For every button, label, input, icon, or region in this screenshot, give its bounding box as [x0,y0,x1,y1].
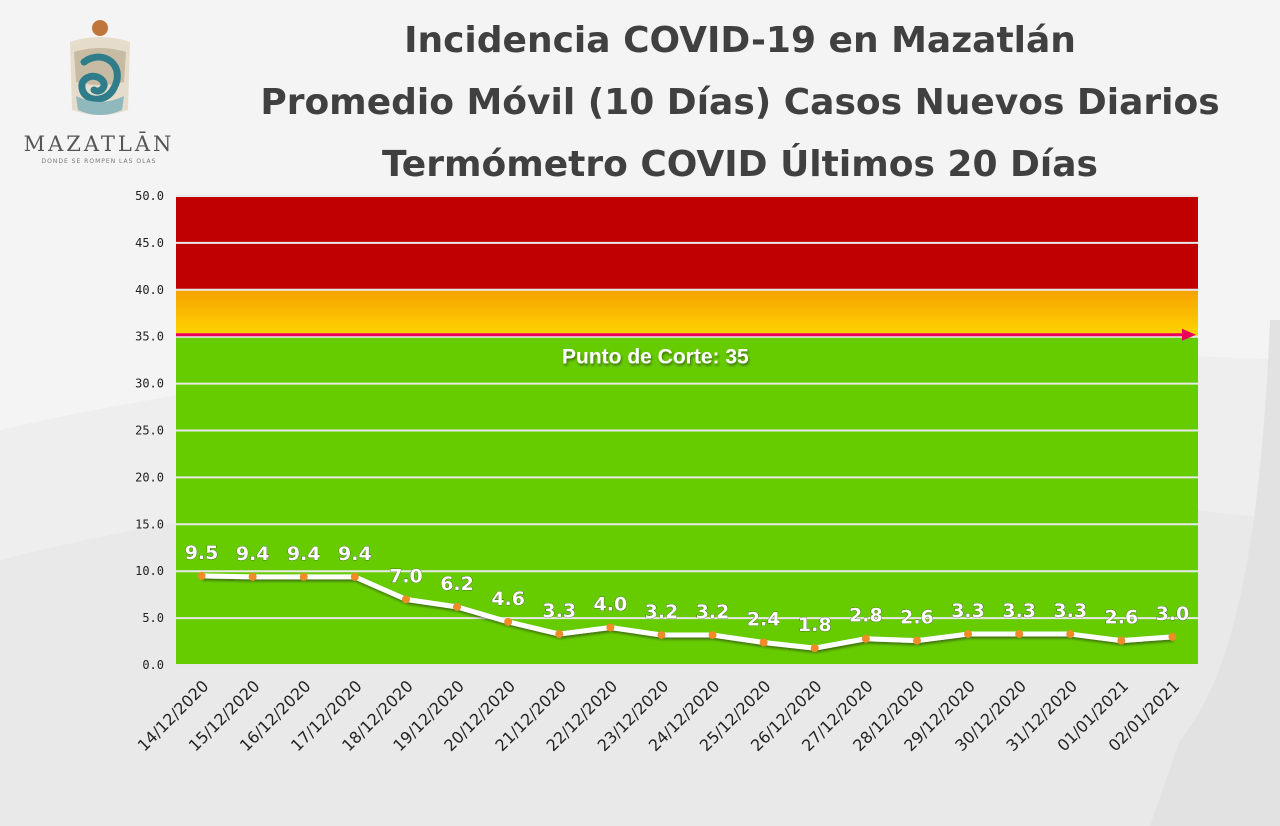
data-label: 3.3 [1002,600,1036,622]
y-tick-label: 15.0 [135,517,164,531]
title-line-2: Promedio Móvil (10 Días) Casos Nuevos Di… [260,82,1220,123]
chart-title: Incidencia COVID-19 en Mazatlán Promedio… [200,10,1280,196]
data-label: 2.6 [900,607,934,629]
band-1 [176,289,1198,337]
data-point [453,602,462,611]
series-line-path [201,573,1173,651]
data-label: 2.4 [747,608,781,630]
title-line-1: Incidencia COVID-19 en Mazatlán [404,20,1076,61]
y-tick-label: 25.0 [135,424,164,438]
y-tick-label: 40.0 [135,283,164,297]
data-point [657,630,666,639]
band-0 [176,336,1198,665]
data-point [1168,632,1177,641]
mazatlan-logo: MAZATLĀN DONDE SE ROMPEN LAS OLAS [14,12,184,172]
cutoff-arrow-icon [1182,328,1196,341]
data-point [759,638,768,647]
data-point [504,617,513,626]
data-point [861,634,870,643]
y-axis-ticks: 0.0 5.0 10.0 15.0 20.0 25.0 30.0 35.0 40.0 45.0 50… [135,189,164,672]
data-label: 3.0 [1156,603,1190,625]
data-point [248,572,257,581]
data-label: 9.5 [185,542,219,564]
y-tick-label: 10.0 [135,564,164,578]
series-line [197,571,1177,653]
y-tick-label: 35.0 [135,330,164,344]
logo-tagline: DONDE SE ROMPEN LAS OLAS [41,158,157,165]
data-label: 7.0 [389,565,423,587]
data-point [708,630,717,639]
cutoff-line: Punto de Corte: 35 [176,328,1196,369]
data-point [912,636,921,645]
wave-emblem-icon [70,20,130,115]
data-label: 3.2 [696,601,730,623]
data-point [1066,630,1075,639]
data-label: 9.4 [287,543,321,565]
data-label: 3.3 [542,600,576,622]
data-point [555,630,564,639]
y-tick-label: 50.0 [135,189,164,203]
data-labels: 9.5 9.4 9.4 9.4 7.0 6.2 4.6 3.3 4.0 3.2 3.2 2.4 1.8 2… [184,542,1190,637]
x-axis-ticks: 14/12/202015/12/202016/12/202017/12/2020… [134,676,1184,755]
data-point [1015,630,1024,639]
data-point [964,630,973,639]
data-label: 9.4 [338,543,372,565]
data-label: 3.3 [951,600,985,622]
data-point [197,571,206,580]
data-point [606,623,615,632]
data-label: 2.6 [1105,607,1139,629]
data-label: 3.3 [1053,600,1087,622]
title-line-3: Termómetro COVID Últimos 20 Días [382,144,1098,185]
y-tick-label: 5.0 [142,611,164,625]
data-point [810,644,819,653]
y-tick-label: 30.0 [135,377,164,391]
data-label: 9.4 [236,543,270,565]
data-label: 6.2 [440,573,474,595]
data-point [350,572,359,581]
data-label: 3.2 [645,601,679,623]
data-point [1117,636,1126,645]
gridlines [176,195,1198,666]
logo-wordmark: MAZATLĀN [23,132,175,156]
y-tick-label: 45.0 [135,236,164,250]
y-tick-label: 0.0 [142,658,164,672]
data-point [401,595,410,604]
data-label: 4.6 [491,588,525,610]
cutoff-label: Punto de Corte: 35 [562,346,749,369]
data-label: 4.0 [594,593,628,615]
data-label: 1.8 [798,614,832,636]
data-point [299,572,308,581]
data-label: 2.8 [849,605,883,627]
y-tick-label: 20.0 [135,470,164,484]
